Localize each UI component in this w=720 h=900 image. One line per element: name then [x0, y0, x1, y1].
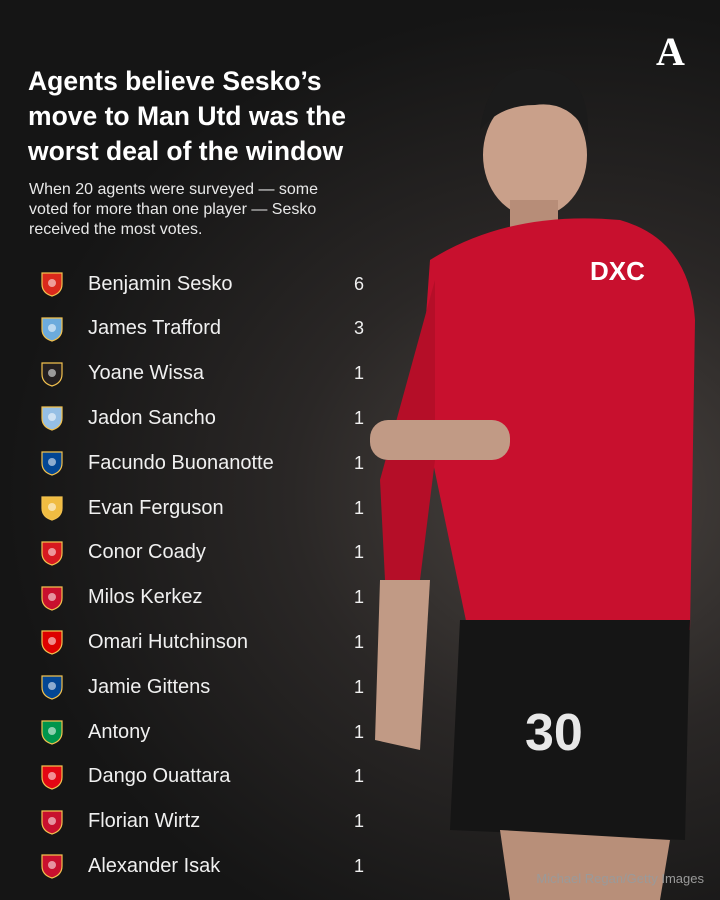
wrexham-crest-icon [38, 539, 66, 567]
vote-count: 1 [354, 676, 365, 697]
chelsea-crest-icon [38, 449, 66, 477]
aston-villa-crest-icon [38, 404, 66, 432]
vote-count: 1 [354, 855, 365, 876]
vote-count: 3 [354, 318, 365, 339]
man-city-crest-icon [38, 315, 66, 343]
table-row: Conor Coady 1 [0, 531, 380, 575]
real-betis-crest-icon [38, 718, 66, 746]
player-name: Alexander Isak [88, 854, 221, 877]
man-utd-crest-icon [38, 270, 66, 298]
table-row: Yoane Wissa 1 [0, 352, 380, 396]
vote-count: 1 [354, 407, 365, 428]
player-name: Jamie Gittens [88, 675, 211, 698]
svg-text:30: 30 [525, 704, 583, 762]
player-name: Benjamin Sesko [88, 272, 233, 295]
chelsea-crest-icon [38, 673, 66, 701]
vote-count: 1 [354, 497, 365, 518]
subtitle: When 20 agents were surveyed — some vote… [29, 181, 319, 238]
vote-count: 6 [354, 273, 365, 294]
photo-credit: Michael Regan/Getty Images [536, 871, 704, 886]
vote-count: 1 [354, 631, 365, 652]
player-name: Facundo Buonanotte [88, 451, 274, 474]
player-name: Evan Ferguson [88, 496, 224, 519]
table-row: Jadon Sancho 1 [0, 396, 380, 440]
table-row: Omari Hutchinson 1 [0, 620, 380, 664]
table-row: Alexander Isak 1 [0, 844, 380, 888]
svg-text:DXC: DXC [590, 256, 645, 286]
player-name: Florian Wirtz [88, 810, 201, 833]
player-name: James Trafford [88, 317, 222, 340]
table-row: Florian Wirtz 1 [0, 800, 380, 844]
table-row: Jamie Gittens 1 [0, 665, 380, 709]
roma-crest-icon [38, 494, 66, 522]
vote-count: 1 [354, 587, 365, 608]
newcastle-crest-icon [38, 360, 66, 388]
vote-count: 1 [354, 452, 365, 473]
table-row: Evan Ferguson 1 [0, 486, 380, 530]
player-name: Omari Hutchinson [88, 630, 249, 653]
nottingham-forest-crest-icon [38, 628, 66, 656]
vote-count: 1 [354, 811, 365, 832]
player-name: Antony [88, 720, 151, 743]
liverpool-crest-icon [38, 852, 66, 880]
player-photo: 30 DXC [370, 68, 695, 900]
player-name: Milos Kerkez [88, 586, 203, 609]
vote-count: 1 [354, 363, 365, 384]
liverpool-crest-icon [38, 584, 66, 612]
vote-count: 1 [354, 542, 365, 563]
player-name: Dango Ouattara [88, 765, 231, 788]
table-row: Facundo Buonanotte 1 [0, 441, 380, 485]
vote-count: 1 [354, 766, 365, 787]
liverpool-crest-icon [38, 808, 66, 836]
brand-logo: A [656, 29, 685, 74]
player-name: Jadon Sancho [88, 406, 216, 429]
vote-count: 1 [354, 721, 365, 742]
brentford-crest-icon [38, 763, 66, 791]
player-name: Yoane Wissa [88, 362, 204, 385]
table-row: Antony 1 [0, 710, 380, 754]
player-name: Conor Coady [88, 541, 206, 564]
table-row: Benjamin Sesko 6 [0, 262, 380, 306]
table-row: James Trafford 3 [0, 307, 380, 351]
table-row: Milos Kerkez 1 [0, 576, 380, 620]
table-row: Dango Ouattara 1 [0, 755, 380, 799]
page-title: Agents believe Sesko’s move to Man Utd w… [28, 66, 347, 166]
